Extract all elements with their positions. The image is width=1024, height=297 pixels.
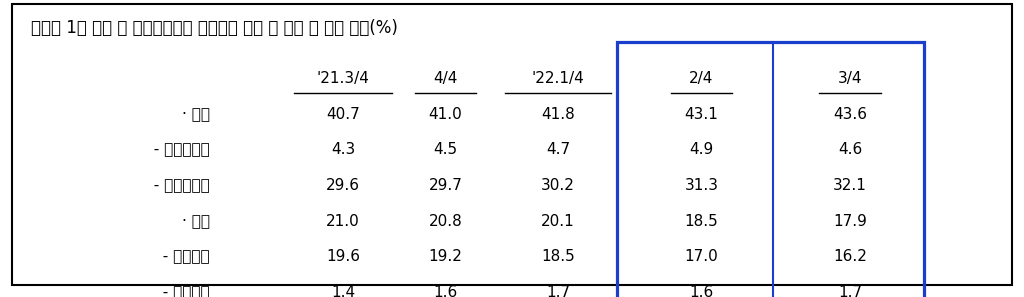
Text: 30.2: 30.2 — [541, 178, 575, 193]
Text: 29.6: 29.6 — [326, 178, 360, 193]
Text: 1.6: 1.6 — [433, 285, 458, 297]
Text: 4.7: 4.7 — [546, 143, 570, 157]
Text: 4.3: 4.3 — [331, 143, 355, 157]
Text: 19.2: 19.2 — [428, 249, 463, 264]
Text: · 예금: · 예금 — [182, 107, 210, 122]
Text: · 주식: · 주식 — [182, 214, 210, 229]
Bar — [617, 42, 924, 297]
Text: 4.6: 4.6 — [838, 143, 862, 157]
Text: 2/4: 2/4 — [689, 71, 714, 86]
Text: 1.4: 1.4 — [331, 285, 355, 297]
Text: 43.6: 43.6 — [833, 107, 867, 122]
Text: 32.1: 32.1 — [833, 178, 867, 193]
Text: 17.9: 17.9 — [833, 214, 867, 229]
Text: 4.5: 4.5 — [433, 143, 458, 157]
Text: 16.2: 16.2 — [833, 249, 867, 264]
Text: 1.7: 1.7 — [546, 285, 570, 297]
Text: 18.5: 18.5 — [542, 249, 574, 264]
Text: 41.0: 41.0 — [429, 107, 462, 122]
Text: - 해외주식: - 해외주식 — [154, 285, 210, 297]
Text: 19.6: 19.6 — [326, 249, 360, 264]
Text: 1.6: 1.6 — [689, 285, 714, 297]
Text: 40.7: 40.7 — [327, 107, 359, 122]
Text: 29.7: 29.7 — [428, 178, 463, 193]
Text: 18.5: 18.5 — [685, 214, 718, 229]
Text: 43.1: 43.1 — [684, 107, 719, 122]
Text: '22.1/4: '22.1/4 — [531, 71, 585, 86]
Text: - 결제성예금: - 결제성예금 — [144, 143, 210, 157]
Text: - 국내주식: - 국내주식 — [154, 249, 210, 264]
Text: 4/4: 4/4 — [433, 71, 458, 86]
Text: 3/4: 3/4 — [838, 71, 862, 86]
Text: 20.8: 20.8 — [429, 214, 462, 229]
Text: 1.7: 1.7 — [838, 285, 862, 297]
Text: 〈준고 1〉 가계 및 비영리단체의 금융자산 잔액 중 예금 및 주식 비중(%): 〈준고 1〉 가계 및 비영리단체의 금융자산 잔액 중 예금 및 주식 비중(… — [31, 19, 397, 37]
Text: 31.3: 31.3 — [684, 178, 719, 193]
Text: - 저축성예금: - 저축성예금 — [144, 178, 210, 193]
Text: 4.9: 4.9 — [689, 143, 714, 157]
Text: 21.0: 21.0 — [327, 214, 359, 229]
Text: 17.0: 17.0 — [685, 249, 718, 264]
Text: 20.1: 20.1 — [542, 214, 574, 229]
Text: '21.3/4: '21.3/4 — [316, 71, 370, 86]
Text: 41.8: 41.8 — [542, 107, 574, 122]
